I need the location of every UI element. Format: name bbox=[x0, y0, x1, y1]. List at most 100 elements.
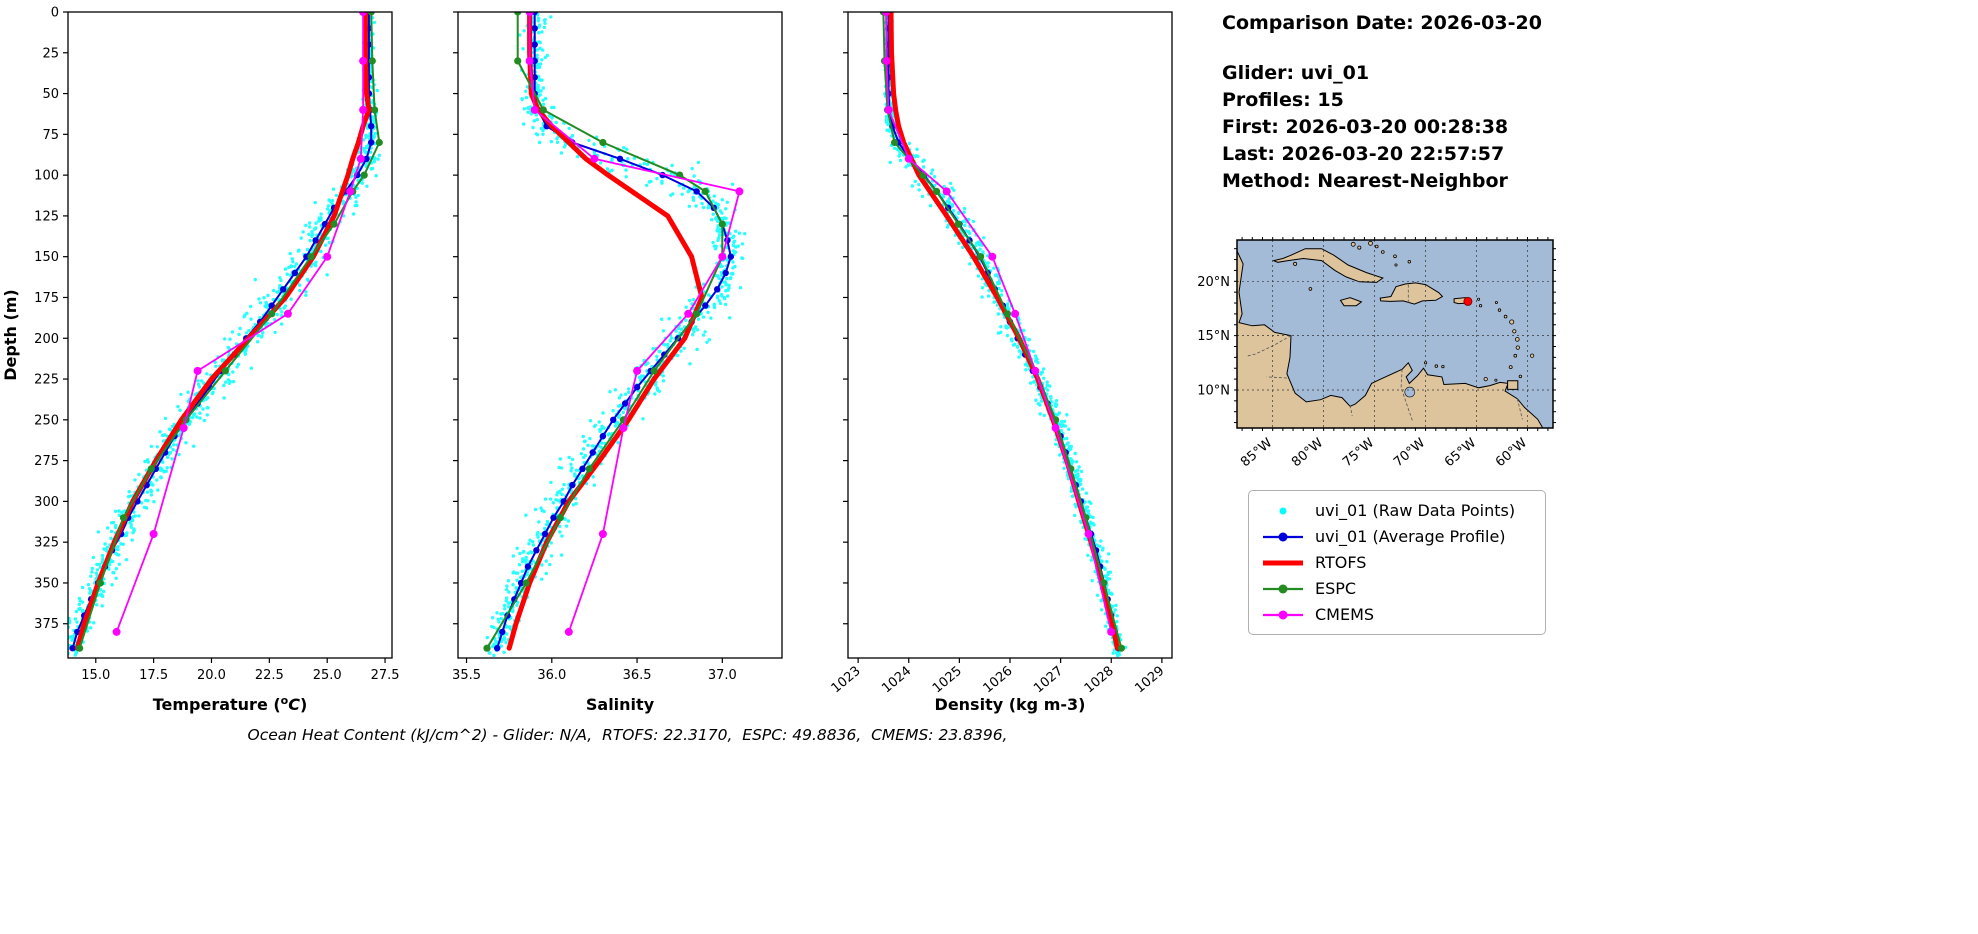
density-x-tick-label: 1026 bbox=[981, 664, 1016, 697]
temperature-x-tick-label: 15.0 bbox=[81, 668, 110, 683]
small-island bbox=[1381, 250, 1385, 254]
location-map: 10°N 15°N 20°N 85°W 80°W 75°W 70°W 65°W 60°W bbox=[1197, 237, 1556, 470]
glider-location-marker bbox=[1463, 296, 1473, 306]
depth-axis-label: Depth (m) bbox=[1, 289, 20, 381]
country-border bbox=[1266, 376, 1287, 379]
legend-label: uvi_01 (Average Profile) bbox=[1315, 527, 1506, 546]
depth-tick-label: 350 bbox=[34, 576, 59, 591]
depth-tick-label: 275 bbox=[34, 454, 59, 469]
temperature-rtofs-line bbox=[74, 12, 372, 651]
legend-marker-dot bbox=[1279, 507, 1287, 514]
temperature-x-tick-label: 20.0 bbox=[197, 668, 226, 683]
salinity-x-tick-label: 36.5 bbox=[623, 668, 652, 683]
info-panel: Comparison Date: 2026-03-20 Glider: uvi_… bbox=[1222, 10, 1542, 195]
info-gap bbox=[1222, 37, 1542, 60]
small-island bbox=[1374, 244, 1379, 249]
map-lat-label: 20°N bbox=[1197, 275, 1230, 290]
small-island bbox=[1477, 297, 1481, 301]
depth-tick-label: 0 bbox=[51, 6, 59, 21]
small-island bbox=[1478, 304, 1483, 308]
density-espc-line bbox=[882, 12, 1123, 650]
temperature-cmems-markers bbox=[112, 12, 368, 636]
density-x-tick-label: 1027 bbox=[1031, 664, 1066, 697]
small-island bbox=[1494, 301, 1498, 305]
salinity-x-tick-label: 37.0 bbox=[708, 668, 737, 683]
temperature-panel: 15.0 17.5 20.0 22.5 25.0 27.5 0 25 50 75 100 125 150… bbox=[34, 6, 399, 715]
legend: uvi_01 (Raw Data Points) uvi_01 (Average … bbox=[1248, 490, 1546, 635]
land-hispaniola bbox=[1379, 282, 1444, 305]
density-x-tick-label: 1028 bbox=[1082, 664, 1117, 697]
ocean-heat-content-note: Ocean Heat Content (kJ/cm^2) - Glider: N… bbox=[247, 726, 1008, 744]
small-island bbox=[1512, 329, 1517, 334]
small-island bbox=[1434, 364, 1438, 368]
first-text: First: 2026-03-20 00:28:38 bbox=[1222, 116, 1509, 138]
legend-marker-line-dot bbox=[1263, 610, 1303, 619]
legend-label: ESPC bbox=[1315, 579, 1357, 598]
depth-tick-label: 25 bbox=[42, 46, 59, 61]
density-cmems-line bbox=[885, 12, 1113, 633]
small-island bbox=[1529, 353, 1535, 358]
small-island bbox=[1308, 287, 1313, 291]
density-x-tick-label: 1025 bbox=[930, 664, 965, 697]
legend-item: RTOFS bbox=[1261, 553, 1533, 572]
legend-marker-thick-line bbox=[1263, 560, 1303, 565]
depth-tick-label: 250 bbox=[34, 413, 59, 428]
salinity-cmems-markers bbox=[525, 12, 744, 636]
salinity-axis-label: Salinity bbox=[586, 695, 655, 714]
map-lon-label: 75°W bbox=[1340, 435, 1377, 470]
legend-marker-line-dot bbox=[1263, 584, 1303, 593]
profiles-text: Profiles: 15 bbox=[1222, 89, 1344, 111]
map-lon-label: 70°W bbox=[1391, 435, 1428, 470]
small-island bbox=[1509, 319, 1515, 325]
temperature-x-tick-label: 25.0 bbox=[313, 668, 342, 683]
density-avg-line bbox=[887, 12, 1120, 650]
depth-tick-label: 125 bbox=[34, 209, 59, 224]
small-island bbox=[1503, 314, 1508, 319]
legend-item: CMEMS bbox=[1261, 605, 1533, 624]
density-avg-markers bbox=[885, 12, 1122, 652]
depth-tick-label: 100 bbox=[34, 169, 59, 184]
salinity-frame bbox=[457, 11, 783, 659]
small-island bbox=[1483, 377, 1488, 382]
density-x-tick-label: 1029 bbox=[1132, 664, 1167, 697]
legend-label: uvi_01 (Raw Data Points) bbox=[1315, 501, 1516, 520]
temperature-x-tick-label: 22.5 bbox=[255, 668, 284, 683]
salinity-cmems-line bbox=[528, 12, 741, 633]
small-island bbox=[1494, 378, 1498, 382]
last-text: Last: 2026-03-20 22:57:57 bbox=[1222, 143, 1505, 165]
country-border bbox=[1349, 405, 1353, 417]
lake bbox=[1404, 386, 1416, 398]
temperature-cmems-line bbox=[115, 12, 365, 633]
land-trinidad bbox=[1507, 380, 1519, 390]
depth-tick-label: 225 bbox=[34, 373, 59, 388]
glider-text: Glider: uvi_01 bbox=[1222, 62, 1370, 84]
legend-item: uvi_01 (Average Profile) bbox=[1261, 527, 1533, 546]
depth-tick-label: 300 bbox=[34, 495, 59, 510]
small-island bbox=[1293, 261, 1298, 266]
country-border bbox=[1516, 398, 1523, 420]
depth-tick-label: 325 bbox=[34, 536, 59, 551]
small-island bbox=[1441, 365, 1445, 369]
small-island bbox=[1513, 353, 1518, 358]
temperature-espc-markers bbox=[76, 12, 383, 652]
map-lat-label: 15°N bbox=[1197, 329, 1230, 344]
map-lon-label: 80°W bbox=[1289, 435, 1326, 470]
density-x-tick-label: 1023 bbox=[829, 664, 864, 697]
temperature-avg-line bbox=[71, 12, 373, 650]
method-text: Method: Nearest-Neighbor bbox=[1222, 170, 1508, 192]
temperature-axis-label: Temperature (oC) bbox=[153, 694, 308, 714]
map-lon-label: 60°W bbox=[1493, 435, 1530, 470]
density-raw-scatter bbox=[882, 12, 1128, 658]
salinity-panel: 35.5 36.0 36.5 37.0 Salinity bbox=[452, 11, 783, 714]
map-land bbox=[1237, 240, 1544, 428]
depth-tick-label: 375 bbox=[34, 617, 59, 632]
country-border bbox=[1246, 335, 1292, 357]
legend-label: CMEMS bbox=[1315, 605, 1375, 624]
density-cmems-markers bbox=[882, 12, 1116, 636]
small-island bbox=[1393, 254, 1397, 259]
density-x-tick-label: 1024 bbox=[879, 664, 914, 697]
land-jamaica bbox=[1339, 297, 1363, 307]
small-island bbox=[1508, 365, 1513, 370]
small-island bbox=[1515, 345, 1520, 350]
